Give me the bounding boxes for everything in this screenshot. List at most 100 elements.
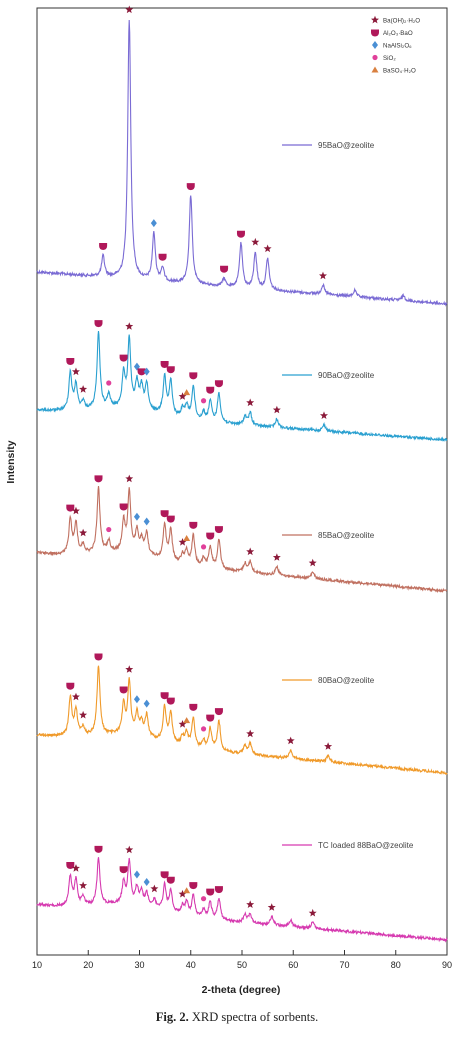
peak-marker-shield <box>220 265 229 273</box>
peak-marker-star <box>308 908 317 917</box>
peak-marker-diamond <box>143 517 150 526</box>
xrd-traces: 95BaO@zeolite 90BaO@zeolite 85BaO@zeolite 8… <box>36 5 448 943</box>
peak-marker-diamond <box>133 695 140 704</box>
trace-group: 95BaO@zeolite <box>36 5 448 307</box>
peak-marker-star <box>267 903 276 911</box>
peak-marker-shield <box>214 886 223 894</box>
peak-marker-shield <box>66 504 75 512</box>
peak-marker-star <box>251 237 260 246</box>
peak-marker-star <box>72 506 80 515</box>
peak-marker-shield <box>94 653 103 661</box>
x-tick-label: 40 <box>186 960 196 970</box>
peak-marker-star <box>125 845 134 854</box>
peak-marker-shield <box>189 521 198 529</box>
peak-marker-dot <box>200 896 207 902</box>
peak-marker-star <box>319 271 327 280</box>
trace-group: 80BaO@zeolite <box>36 653 448 775</box>
peak-marker-shield <box>206 714 215 722</box>
peak-marker-shield <box>214 380 223 388</box>
peak-marker-star <box>79 710 88 719</box>
peak-marker-shield <box>99 243 108 251</box>
peak-marker-star <box>272 553 281 561</box>
legend-label: SiO₂ <box>383 55 396 62</box>
peak-marker-star <box>72 864 80 872</box>
peak-marker-dot <box>106 380 112 386</box>
peak-marker-shield <box>66 682 75 690</box>
peak-marker-star <box>79 385 88 393</box>
peak-marker-star <box>324 742 333 750</box>
peak-marker-star <box>320 411 328 419</box>
peak-marker-dot <box>200 544 207 550</box>
peak-marker-shield <box>189 882 198 890</box>
peak-marker-shield <box>166 515 175 523</box>
series-label: 85BaO@zeolite <box>318 531 375 540</box>
x-tick-label: 30 <box>134 960 144 970</box>
xrd-trace <box>36 665 448 775</box>
peak-marker-diamond <box>143 367 150 376</box>
peak-marker-star <box>286 736 295 745</box>
peak-marker-triangle <box>183 389 191 396</box>
peak-marker-star <box>178 720 187 728</box>
peak-marker-shield <box>166 697 175 705</box>
peak-marker-star <box>246 547 255 556</box>
peak-marker-star <box>125 474 134 483</box>
peak-marker-shield <box>214 708 223 716</box>
peak-marker-shield <box>206 532 215 540</box>
peak-marker-star <box>308 558 317 567</box>
peak-marker-star <box>246 398 255 407</box>
peak-marker-diamond <box>372 41 378 49</box>
x-tick-label: 70 <box>339 960 349 970</box>
trace-group: 85BaO@zeolite <box>36 474 448 594</box>
x-tick-label: 20 <box>83 960 93 970</box>
legend-label: BaSO₄·H₂O <box>383 68 416 75</box>
caption-label: Fig. 2. <box>155 1010 189 1024</box>
peak-marker-dot <box>200 398 207 404</box>
peak-marker-shield <box>119 503 128 511</box>
peak-marker-triangle <box>183 887 191 894</box>
peak-marker-star <box>150 884 159 893</box>
peak-marker-star <box>125 322 134 330</box>
x-axis-label: 2-theta (degree) <box>202 984 281 996</box>
caption-text: XRD spectra of sorbents. <box>191 1010 319 1024</box>
peak-marker-star <box>371 15 379 24</box>
x-tick-label: 80 <box>391 960 401 970</box>
series-label: 95BaO@zeolite <box>318 141 375 150</box>
xrd-trace <box>36 857 448 943</box>
peak-marker-dot <box>106 526 112 533</box>
y-axis-label: Intensity <box>5 440 17 483</box>
peak-marker-shield <box>371 29 379 37</box>
peak-marker-shield <box>119 866 128 874</box>
peak-marker-shield <box>206 386 215 394</box>
peak-marker-diamond <box>133 512 140 521</box>
peak-marker-shield <box>119 686 128 694</box>
xrd-trace <box>36 330 448 442</box>
peak-marker-shield <box>189 703 198 711</box>
peak-marker-shield <box>119 354 128 362</box>
peak-marker-shield <box>160 871 169 879</box>
x-tick-label: 50 <box>237 960 247 970</box>
peak-marker-shield <box>166 876 175 884</box>
x-axis-ticks: 10 20 30 40 50 60 70 80 90 <box>32 950 452 970</box>
x-tick-label: 10 <box>32 960 42 970</box>
peak-marker-shield <box>94 475 103 483</box>
peak-marker-star <box>178 538 187 546</box>
peak-marker-star <box>125 5 134 14</box>
peak-marker-star <box>125 665 134 673</box>
peak-marker-shield <box>94 845 103 853</box>
peak-marker-shield <box>160 510 169 518</box>
peak-marker-shield <box>166 366 175 374</box>
peak-marker-shield <box>158 253 167 261</box>
legend-label: NaAlSi₂O₆ <box>383 43 412 50</box>
peak-marker-shield <box>236 230 245 238</box>
peak-marker-star <box>246 729 255 738</box>
peak-marker-star <box>246 900 255 908</box>
xrd-trace <box>36 486 448 594</box>
series-label: TC loaded 88BaO@zeolite <box>318 841 414 850</box>
peak-marker-star <box>72 367 80 376</box>
peak-marker-diamond <box>133 870 140 879</box>
trace-group: 90BaO@zeolite <box>36 320 448 442</box>
peak-marker-shield <box>137 368 146 376</box>
series-label: 80BaO@zeolite <box>318 676 375 685</box>
xrd-trace <box>36 19 448 307</box>
